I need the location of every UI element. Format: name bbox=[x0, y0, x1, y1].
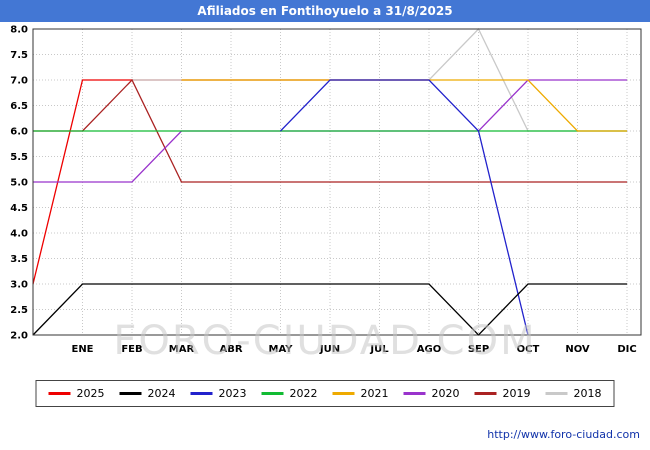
legend-year-label: 2019 bbox=[502, 387, 531, 400]
y-axis-tick-label: 3.0 bbox=[10, 280, 28, 291]
legend-item-2022: 2022 bbox=[261, 387, 318, 400]
legend-year-label: 2022 bbox=[289, 387, 318, 400]
x-axis-month-label: NOV bbox=[565, 344, 590, 355]
y-axis-tick-label: 4.0 bbox=[10, 229, 28, 240]
legend-year-label: 2025 bbox=[76, 387, 105, 400]
legend-year-label: 2021 bbox=[360, 387, 389, 400]
x-axis-month-label: ABR bbox=[219, 344, 242, 355]
y-axis-tick-label: 5.0 bbox=[10, 178, 28, 189]
legend-item-2023: 2023 bbox=[190, 387, 247, 400]
legend-year-label: 2024 bbox=[147, 387, 176, 400]
series-line-2023 bbox=[280, 79, 529, 336]
y-axis-tick-label: 8.0 bbox=[10, 25, 28, 36]
y-axis-tick-label: 4.5 bbox=[10, 203, 28, 214]
x-axis-month-label: FEB bbox=[121, 344, 142, 355]
y-axis-tick-label: 6.5 bbox=[10, 101, 28, 112]
y-axis-tick-label: 2.0 bbox=[10, 331, 28, 342]
legend-item-2025: 2025 bbox=[48, 387, 105, 400]
x-axis-month-label: ENE bbox=[71, 344, 93, 355]
legend-swatch bbox=[190, 392, 213, 395]
legend-item-2021: 2021 bbox=[332, 387, 389, 400]
y-axis-tick-label: 6.0 bbox=[10, 127, 28, 138]
x-axis-month-label: SEP bbox=[468, 344, 489, 355]
legend-item-2020: 2020 bbox=[403, 387, 460, 400]
legend-year-label: 2020 bbox=[431, 387, 460, 400]
x-axis-month-label: JUL bbox=[369, 344, 389, 355]
y-axis-tick-label: 3.5 bbox=[10, 254, 28, 265]
legend-swatch bbox=[474, 392, 497, 395]
plot-border bbox=[32, 28, 642, 336]
y-axis-tick-label: 2.5 bbox=[10, 305, 28, 316]
x-axis-month-label: DIC bbox=[617, 344, 636, 355]
legend-item-2024: 2024 bbox=[119, 387, 176, 400]
legend-swatch bbox=[545, 392, 568, 395]
series-line-2019 bbox=[33, 78, 627, 183]
legend-swatch bbox=[261, 392, 284, 395]
legend-year-label: 2018 bbox=[573, 387, 602, 400]
chart-title: Afiliados en Fontihoyuelo a 31/8/2025 bbox=[0, 0, 650, 22]
footer-link[interactable]: http://www.foro-ciudad.com bbox=[487, 428, 640, 441]
legend-item-2018: 2018 bbox=[545, 387, 602, 400]
x-axis-month-label: JUN bbox=[319, 344, 340, 355]
series-line-2024 bbox=[32, 283, 627, 336]
legend-swatch bbox=[48, 392, 71, 395]
legend-year-label: 2023 bbox=[218, 387, 247, 400]
legend-swatch bbox=[332, 392, 355, 395]
x-axis-month-label: OCT bbox=[517, 344, 540, 355]
x-axis-month-label: MAY bbox=[269, 344, 294, 355]
y-axis-tick-label: 7.5 bbox=[10, 50, 28, 61]
legend-swatch bbox=[403, 392, 426, 395]
legend-swatch bbox=[119, 392, 142, 395]
x-axis-month-label: AGO bbox=[417, 344, 441, 355]
legend-item-2019: 2019 bbox=[474, 387, 531, 400]
x-axis-month-label: MAR bbox=[169, 344, 195, 355]
y-axis-tick-label: 7.0 bbox=[10, 76, 28, 87]
chart-legend: 2025 2024 2023 2022 2021 2020 2019 2018 bbox=[35, 380, 615, 407]
y-axis-tick-label: 5.5 bbox=[10, 152, 28, 163]
line-chart: 8.0 7.5 7.0 6.5 6.0 5.5 5.0 4.5 4.0 3.5 3.0 2.5 2.0 E… bbox=[10, 25, 642, 355]
